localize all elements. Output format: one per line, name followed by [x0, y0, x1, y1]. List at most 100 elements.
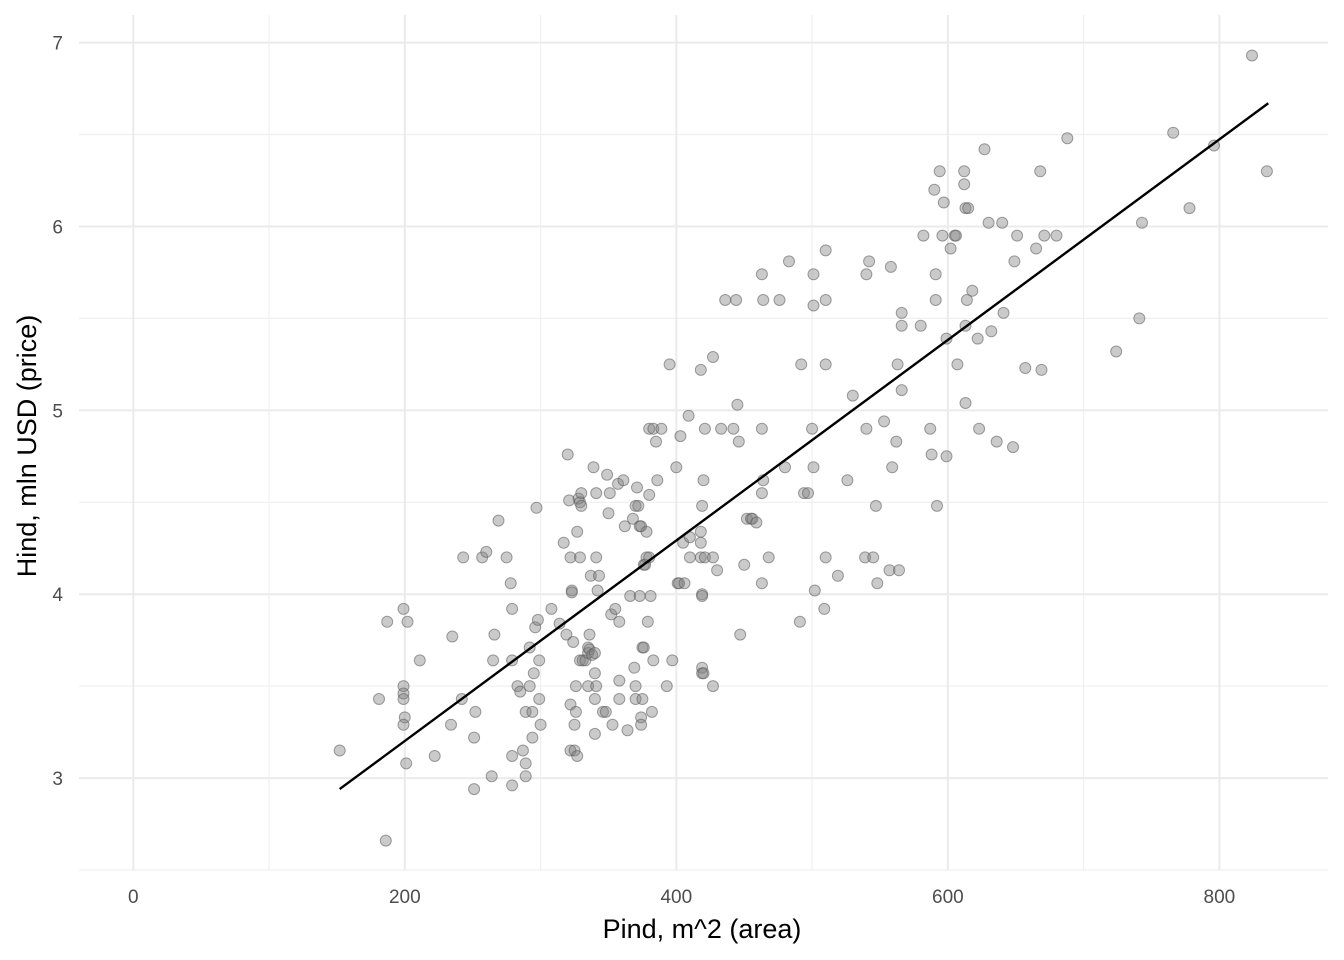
data-point [863, 255, 876, 268]
data-point [928, 183, 941, 196]
data-point [807, 461, 820, 474]
data-point [631, 481, 643, 494]
data-point [707, 551, 719, 564]
data-point [841, 474, 854, 487]
data-point [666, 654, 679, 667]
data-point [1008, 255, 1021, 268]
data-point [643, 422, 656, 435]
minor-gridlines [79, 15, 1328, 871]
data-point [529, 621, 542, 634]
data-point [514, 685, 527, 698]
data-point [682, 409, 695, 422]
data-point [958, 178, 971, 191]
data-point [697, 474, 710, 487]
data-point [978, 143, 991, 156]
data-point [655, 422, 668, 435]
data-point [629, 680, 642, 693]
data-point [660, 680, 673, 693]
data-point [798, 487, 810, 500]
y-tick-label: 5 [52, 401, 63, 422]
data-point [618, 520, 631, 533]
data-point [715, 422, 728, 435]
data-point [711, 564, 724, 577]
data-point [773, 294, 786, 306]
data-point [962, 202, 975, 215]
data-point [1110, 345, 1123, 358]
data-point [1246, 49, 1258, 62]
data-point [707, 680, 719, 693]
data-point [567, 636, 580, 648]
x-tick-label: 0 [128, 887, 139, 908]
data-point [966, 284, 979, 297]
x-tick-label: 800 [1204, 887, 1236, 908]
data-point [584, 569, 597, 582]
data-point [519, 705, 532, 718]
data-point [588, 693, 601, 705]
data-point [401, 615, 414, 628]
data-point [568, 718, 581, 731]
data-point [575, 499, 588, 512]
data-point [569, 705, 582, 718]
data-point [783, 255, 795, 268]
regression-line-group [338, 102, 1269, 791]
data-point [819, 294, 832, 306]
x-tick-label: 400 [660, 887, 692, 908]
data-point [1183, 202, 1196, 215]
data-point [397, 693, 410, 705]
data-point [779, 461, 791, 474]
data-point [599, 705, 612, 718]
data-point [1050, 229, 1063, 242]
data-point [860, 422, 873, 435]
data-point [940, 332, 953, 345]
data-point [626, 512, 639, 525]
data-point [762, 551, 775, 564]
data-point [1061, 132, 1074, 145]
data-point [621, 724, 634, 737]
data-point [944, 242, 957, 255]
data-point [931, 499, 943, 512]
data-point [663, 358, 676, 371]
data-point [819, 244, 832, 257]
data-point [488, 628, 501, 641]
data-point [895, 306, 908, 319]
data-point [859, 551, 872, 564]
data-point [819, 358, 832, 371]
x-axis-title: Pind, m^2 (area) [603, 914, 802, 944]
data-point [560, 628, 573, 641]
data-point [734, 628, 747, 641]
data-point [1136, 216, 1148, 229]
data-point [990, 435, 1003, 448]
data-point [568, 744, 581, 757]
data-point [678, 577, 691, 590]
data-point [571, 525, 584, 538]
data-point [831, 569, 844, 582]
data-point [565, 586, 578, 599]
data-point [698, 551, 711, 564]
data-point [971, 332, 984, 345]
data-point [694, 363, 707, 376]
data-point [527, 667, 540, 680]
data-point [793, 615, 806, 628]
data-point [624, 590, 637, 602]
data-point [519, 770, 532, 783]
data-point [1038, 229, 1051, 242]
data-point [871, 577, 884, 590]
data-point [588, 647, 601, 659]
data-point [590, 680, 603, 693]
data-point [602, 507, 615, 520]
data-point [446, 630, 459, 643]
data-point [588, 727, 601, 740]
data-point [973, 422, 986, 435]
data-point [674, 430, 687, 443]
data-point [960, 294, 973, 306]
data-point [755, 268, 768, 281]
data-point [468, 783, 481, 796]
data-point [757, 294, 770, 306]
data-point [860, 268, 873, 281]
data-point [533, 654, 546, 667]
data-point [591, 584, 604, 597]
data-point [603, 487, 616, 500]
data-point [698, 422, 711, 435]
data-point [613, 693, 626, 705]
data-point [883, 564, 896, 577]
